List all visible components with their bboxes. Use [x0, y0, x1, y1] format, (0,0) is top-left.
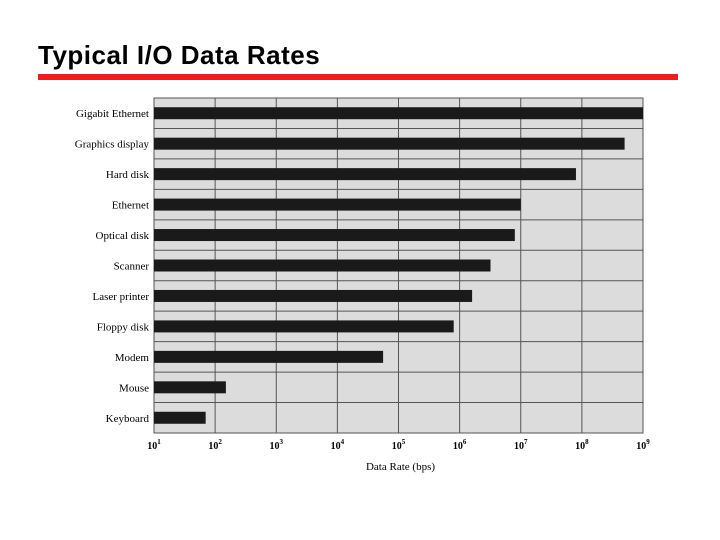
- x-tick-label: 109: [636, 438, 650, 452]
- title-underline: [38, 74, 678, 80]
- x-tick-label: 105: [392, 438, 406, 452]
- bar: [154, 198, 521, 211]
- x-tick-labels: 101 102 103 104 105 106 107 108 109: [147, 438, 650, 452]
- bar: [154, 289, 473, 302]
- bar: [154, 259, 491, 272]
- category-label: Graphics display: [75, 139, 150, 151]
- category-label: Laser printer: [93, 291, 150, 303]
- bar: [154, 107, 643, 120]
- bar: [154, 320, 454, 333]
- x-tick-label: 101: [147, 438, 161, 452]
- category-label: Keyboard: [106, 413, 150, 425]
- x-tick-label: 104: [331, 438, 345, 452]
- x-tick-label: 107: [514, 438, 528, 452]
- category-label: Floppy disk: [97, 321, 150, 333]
- x-tick-label: 102: [208, 438, 222, 452]
- category-label: Modem: [115, 352, 150, 364]
- category-label: Gigabit Ethernet: [76, 108, 149, 120]
- category-label: Scanner: [114, 261, 150, 273]
- bar: [154, 381, 226, 394]
- category-labels: Gigabit Ethernet Graphics display Hard dis…: [75, 108, 150, 425]
- category-label: Mouse: [119, 382, 149, 394]
- bars: [154, 107, 643, 424]
- category-label: Optical disk: [96, 230, 150, 242]
- category-label: Ethernet: [112, 200, 149, 212]
- bar: [154, 350, 384, 363]
- slide-title: Typical I/O Data Rates: [38, 40, 321, 70]
- x-tick-label: 103: [270, 438, 284, 452]
- bar: [154, 137, 625, 150]
- x-axis-title: Data Rate (bps): [366, 461, 435, 473]
- x-tick-label: 108: [575, 438, 589, 452]
- x-tick-label: 106: [453, 438, 467, 452]
- bar: [154, 229, 515, 242]
- bar: [154, 411, 206, 424]
- bar: [154, 168, 576, 181]
- category-label: Hard disk: [106, 169, 150, 181]
